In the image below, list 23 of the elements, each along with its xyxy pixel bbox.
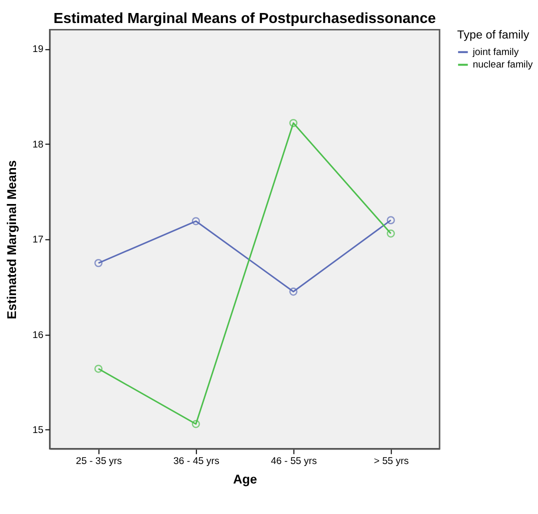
y-axis-title: Estimated Marginal Means <box>4 160 19 320</box>
y-tick-label: 19 <box>32 44 44 56</box>
legend-title: Type of family <box>457 28 530 42</box>
x-tick-label: 36 - 45 yrs <box>173 456 220 467</box>
x-tick-label: > 55 yrs <box>374 456 409 467</box>
x-tick-label: 25 - 35 yrs <box>76 456 122 467</box>
legend-label: nuclear family <box>472 60 533 71</box>
y-tick-label: 17 <box>32 234 44 246</box>
point <box>386 216 395 224</box>
chart-title: Estimated Marginal Means of Postpurchasedissonance <box>53 10 436 27</box>
point <box>94 364 103 373</box>
point <box>192 420 200 428</box>
y-tick-label: 18 <box>32 139 44 150</box>
y-tick-label: 15 <box>32 425 44 436</box>
point <box>289 288 298 296</box>
point <box>192 217 200 226</box>
point <box>94 258 103 268</box>
x-tick-label: 46 - 55 yrs <box>270 456 317 467</box>
point <box>289 118 298 128</box>
x-axis-title: Age <box>233 472 258 486</box>
point <box>386 229 395 238</box>
legend-label: joint family <box>472 47 519 58</box>
y-tick-label: 16 <box>32 330 44 341</box>
